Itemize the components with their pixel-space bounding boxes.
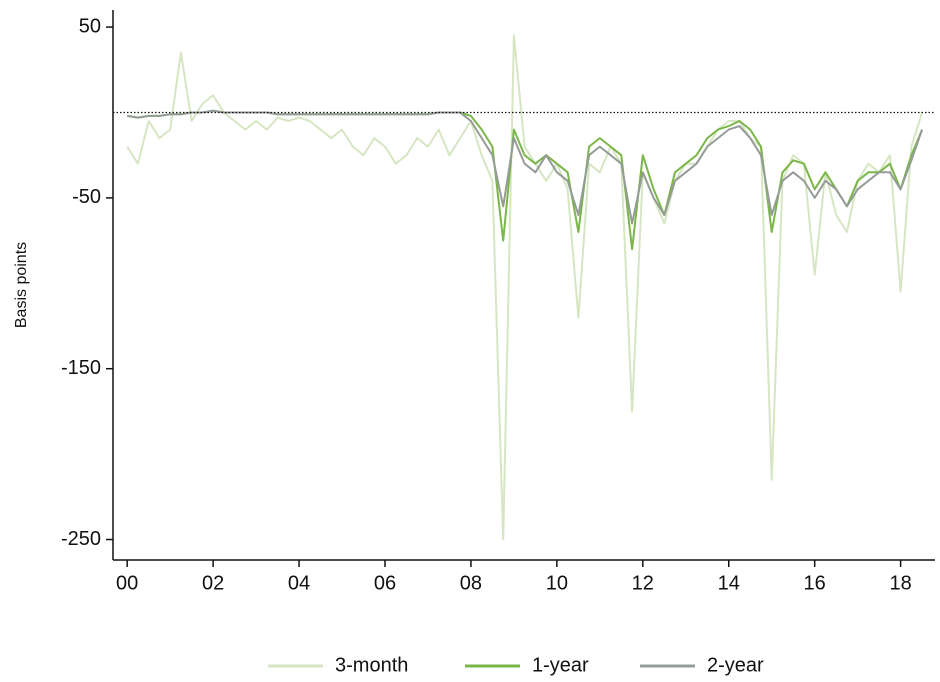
y-axis-label: Basis points — [13, 242, 30, 328]
legend-label: 3-month — [335, 654, 408, 676]
x-tick-label: 00 — [116, 572, 138, 594]
y-tick-label: -50 — [72, 186, 101, 208]
series-line — [127, 109, 924, 225]
x-tick-label: 04 — [288, 572, 310, 594]
y-tick-label: -150 — [61, 357, 101, 379]
legend-label: 1-year — [532, 654, 589, 676]
x-tick-label: 06 — [374, 572, 396, 594]
x-tick-label: 12 — [632, 572, 654, 594]
x-tick-label: 02 — [202, 572, 224, 594]
series-line — [126, 34, 924, 541]
y-tick-label: -250 — [61, 528, 101, 550]
legend-label: 2-year — [707, 654, 764, 676]
x-tick-label: 08 — [460, 572, 482, 594]
x-tick-label: 18 — [889, 572, 911, 594]
x-tick-label: 14 — [718, 572, 740, 594]
y-tick-label: 50 — [79, 15, 101, 37]
x-tick-label: 16 — [804, 572, 826, 594]
x-tick-label: 10 — [546, 572, 568, 594]
